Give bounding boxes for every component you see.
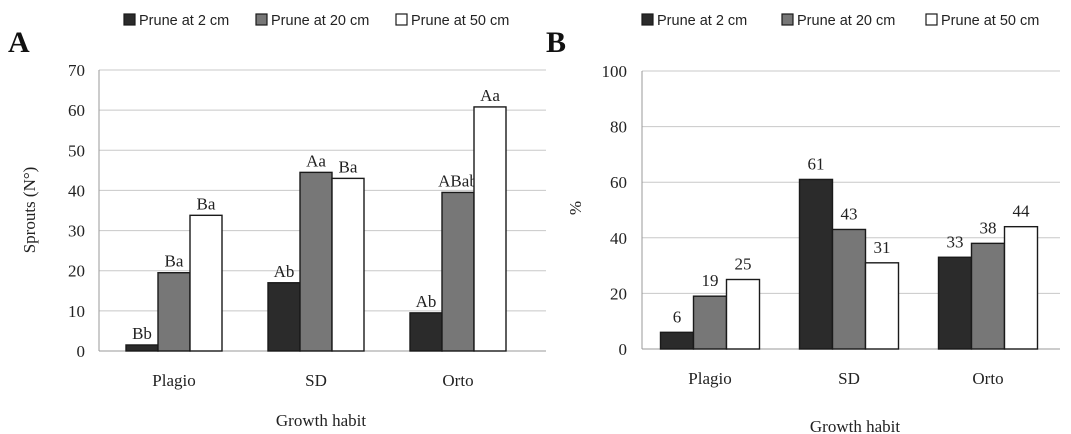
bar-b-sd-s3 [864,262,900,350]
category-label-a-plagio: Plagio [152,371,195,390]
legend-label-b-s1: Prune at 2 cm [657,13,747,29]
bar-a-sd-s3 [331,177,365,352]
bar-b-orto-s3 [1003,225,1039,350]
panel-a-xlabel: Growth habit [276,411,366,430]
bar-a-orto-s2 [441,191,475,352]
bar-a-plagio-s2 [157,272,191,352]
ytick-label-a-50: 50 [68,141,85,160]
data-label-b-plagio-s1: 6 [673,307,682,326]
ytick-label-b-0: 0 [619,340,628,359]
panel-b-ylabel: % [566,201,585,215]
bar-a-sd-s1 [267,282,301,352]
data-label-b-sd-s2: 43 [841,204,858,223]
data-label-a-orto-s2: ABab [438,171,478,190]
bar-b-orto-s2 [970,242,1006,350]
data-label-a-plagio-s3: Ba [197,194,216,213]
ytick-label-b-100: 100 [602,62,628,81]
ytick-label-a-20: 20 [68,262,85,281]
data-label-a-plagio-s1: Bb [132,324,152,343]
data-label-b-orto-s1: 33 [947,232,964,251]
legend-swatch-a-s3 [395,13,408,26]
bar-a-plagio-s3 [189,214,223,352]
ytick-label-a-10: 10 [68,302,85,321]
panel-a-chart: 0 10 20 30 40 50 60 70 Bb Ba Ba Plagio Ab Aa Ba SD Ab ABa… [68,13,546,390]
bar-a-plagio-s1 [125,344,159,352]
ytick-label-b-40: 40 [610,229,627,248]
legend-swatch-a-s2 [255,13,268,26]
data-label-b-plagio-s3: 25 [735,255,752,274]
panel-b-xlabel: Growth habit [810,417,900,434]
panel-a-label: A [8,26,30,59]
category-label-b-sd: SD [838,369,860,388]
legend-label-b-s3: Prune at 50 cm [941,13,1039,29]
category-label-b-plagio: Plagio [688,369,731,388]
ytick-label-b-80: 80 [610,118,627,137]
data-label-b-sd-s3: 31 [874,238,891,257]
category-label-b-orto: Orto [972,369,1003,388]
bar-a-sd-s2 [299,171,333,352]
panel-a-ylabel: Sprouts (N°) [20,167,39,254]
data-label-b-orto-s2: 38 [980,218,997,237]
legend-label-a-s2: Prune at 20 cm [271,13,369,29]
data-label-b-sd-s1: 61 [808,154,825,173]
ytick-label-a-70: 70 [68,61,85,80]
legend-swatch-b-s2 [781,13,794,26]
bar-b-sd-s2 [831,228,867,350]
panel-b-chart: 0 20 40 60 80 100 6 19 25 Plagio 61 43 31 SD 33 38 44 Ort… [602,13,1060,388]
bar-b-plagio-s3 [725,278,761,350]
ytick-label-b-60: 60 [610,173,627,192]
panel-b-label: B [546,26,566,59]
ytick-label-a-0: 0 [77,342,86,361]
data-label-b-orto-s3: 44 [1013,202,1031,221]
data-label-a-orto-s3: Aa [480,86,500,105]
bar-a-orto-s3 [473,106,507,352]
data-label-a-orto-s1: Ab [416,292,437,311]
legend-label-b-s2: Prune at 20 cm [797,13,895,29]
data-label-a-sd-s1: Ab [274,262,295,281]
legend-swatch-a-s1 [123,13,136,26]
data-label-a-sd-s2: Aa [306,151,326,170]
legend-label-a-s3: Prune at 50 cm [411,13,509,29]
legend-swatch-b-s3 [925,13,938,26]
category-label-a-orto: Orto [442,371,473,390]
ytick-label-a-60: 60 [68,101,85,120]
category-label-a-sd: SD [305,371,327,390]
ytick-label-a-40: 40 [68,181,85,200]
bar-b-plagio-s1 [659,331,695,350]
data-label-b-plagio-s2: 19 [702,271,719,290]
ytick-label-a-30: 30 [68,222,85,241]
data-label-a-plagio-s2: Ba [165,252,184,271]
ytick-label-b-20: 20 [610,284,627,303]
bar-b-orto-s1 [937,256,973,350]
bar-a-orto-s1 [409,312,443,352]
bar-b-plagio-s2 [692,295,728,350]
bar-b-sd-s1 [798,178,834,350]
legend-swatch-b-s1 [641,13,654,26]
legend-label-a-s1: Prune at 2 cm [139,13,229,29]
data-label-a-sd-s3: Ba [339,157,358,176]
